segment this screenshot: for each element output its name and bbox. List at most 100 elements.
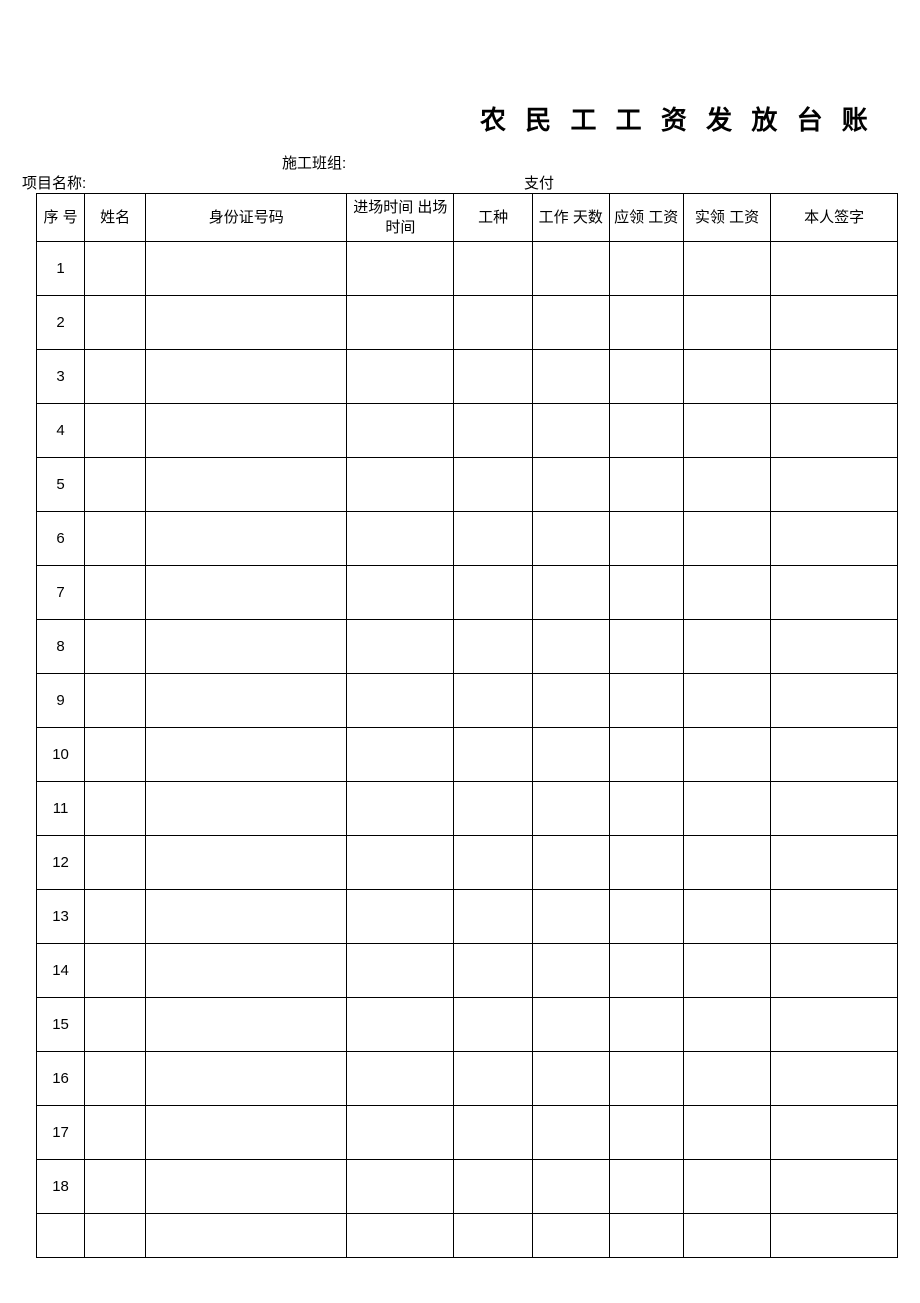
- table-cell: [683, 242, 770, 296]
- table-row: 11: [37, 782, 898, 836]
- table-cell: 15: [37, 998, 85, 1052]
- table-cell: [609, 890, 683, 944]
- table-cell: [683, 296, 770, 350]
- table-header-row: 序 号 姓名 身份证号码 进场时间 出场时间 工种 工作 天数 应领 工资 实领…: [37, 194, 898, 242]
- table-cell: [347, 458, 454, 512]
- table-cell: [533, 1214, 609, 1258]
- table-cell: [683, 1214, 770, 1258]
- table-cell: 12: [37, 836, 85, 890]
- table-row: 16: [37, 1052, 898, 1106]
- table-cell: [347, 728, 454, 782]
- table-cell: [771, 566, 898, 620]
- table-cell: [683, 512, 770, 566]
- table-cell: 4: [37, 404, 85, 458]
- col-header-due: 应领 工资: [609, 194, 683, 242]
- table-cell: [533, 1160, 609, 1214]
- table-cell: [771, 944, 898, 998]
- page-title: 农 民 工 工 资 发 放 台 账: [0, 100, 920, 137]
- table-cell: [454, 890, 533, 944]
- table-cell: [771, 350, 898, 404]
- table-cell: [85, 1214, 146, 1258]
- table-cell: [609, 782, 683, 836]
- table-cell: [347, 620, 454, 674]
- table-row: 13: [37, 890, 898, 944]
- table-body: 123456789101112131415161718: [37, 242, 898, 1258]
- table-cell: [454, 836, 533, 890]
- table-cell: [146, 512, 347, 566]
- page: 农 民 工 工 资 发 放 台 账 项目名称: 施工班组: 支付 序 号 姓名 …: [0, 0, 920, 1258]
- table-cell: [609, 566, 683, 620]
- table-cell: [609, 404, 683, 458]
- table-cell: [454, 620, 533, 674]
- table-cell: [454, 1214, 533, 1258]
- table-cell: [347, 998, 454, 1052]
- col-header-days: 工作 天数: [533, 194, 609, 242]
- table-cell: [146, 998, 347, 1052]
- table-row: 17: [37, 1106, 898, 1160]
- table-cell: [609, 1160, 683, 1214]
- table-cell: [454, 296, 533, 350]
- table-cell: 17: [37, 1106, 85, 1160]
- table-cell: [85, 1106, 146, 1160]
- table-cell: 14: [37, 944, 85, 998]
- table-cell: [85, 944, 146, 998]
- table-cell: 8: [37, 620, 85, 674]
- table-cell: [533, 890, 609, 944]
- table-cell: 3: [37, 350, 85, 404]
- table-cell: 2: [37, 296, 85, 350]
- table-cell: [609, 1052, 683, 1106]
- table-cell: [347, 1106, 454, 1160]
- col-header-paid: 实领 工资: [683, 194, 770, 242]
- table-row: 3: [37, 350, 898, 404]
- table-row: 7: [37, 566, 898, 620]
- table-cell: [85, 350, 146, 404]
- table-cell: [454, 1052, 533, 1106]
- table-cell: [609, 998, 683, 1052]
- table-cell: [85, 782, 146, 836]
- table-row: 2: [37, 296, 898, 350]
- table-cell: [454, 728, 533, 782]
- table-cell: [37, 1214, 85, 1258]
- table-cell: [533, 782, 609, 836]
- table-cell: [609, 1106, 683, 1160]
- table-cell: 9: [37, 674, 85, 728]
- table-cell: [347, 296, 454, 350]
- table-cell: [771, 782, 898, 836]
- table-cell: [347, 350, 454, 404]
- table-cell: [609, 944, 683, 998]
- table-cell: [683, 998, 770, 1052]
- table-cell: 1: [37, 242, 85, 296]
- table-cell: [533, 242, 609, 296]
- table-cell: [146, 620, 347, 674]
- table-cell: 13: [37, 890, 85, 944]
- table-cell: [683, 944, 770, 998]
- table-cell: 10: [37, 728, 85, 782]
- table-cell: 16: [37, 1052, 85, 1106]
- table-cell: [533, 458, 609, 512]
- table-cell: [347, 512, 454, 566]
- table-cell: [146, 404, 347, 458]
- header-labels: 项目名称: 施工班组: 支付: [0, 167, 920, 193]
- table-cell: [609, 296, 683, 350]
- table-cell: [683, 458, 770, 512]
- table-cell: [347, 1160, 454, 1214]
- table-cell: 18: [37, 1160, 85, 1214]
- table-cell: [771, 998, 898, 1052]
- table-row: 18: [37, 1160, 898, 1214]
- table-cell: [347, 674, 454, 728]
- col-header-sign: 本人签字: [771, 194, 898, 242]
- table-cell: [771, 890, 898, 944]
- table-cell: [146, 890, 347, 944]
- table-row: 15: [37, 998, 898, 1052]
- table-cell: [85, 998, 146, 1052]
- table-cell: [454, 242, 533, 296]
- table-cell: [454, 350, 533, 404]
- table-cell: 6: [37, 512, 85, 566]
- table-cell: [85, 674, 146, 728]
- table-cell: [146, 944, 347, 998]
- table-cell: [454, 944, 533, 998]
- table-cell: [146, 728, 347, 782]
- table-cell: [533, 674, 609, 728]
- table-cell: [85, 728, 146, 782]
- table-cell: [146, 458, 347, 512]
